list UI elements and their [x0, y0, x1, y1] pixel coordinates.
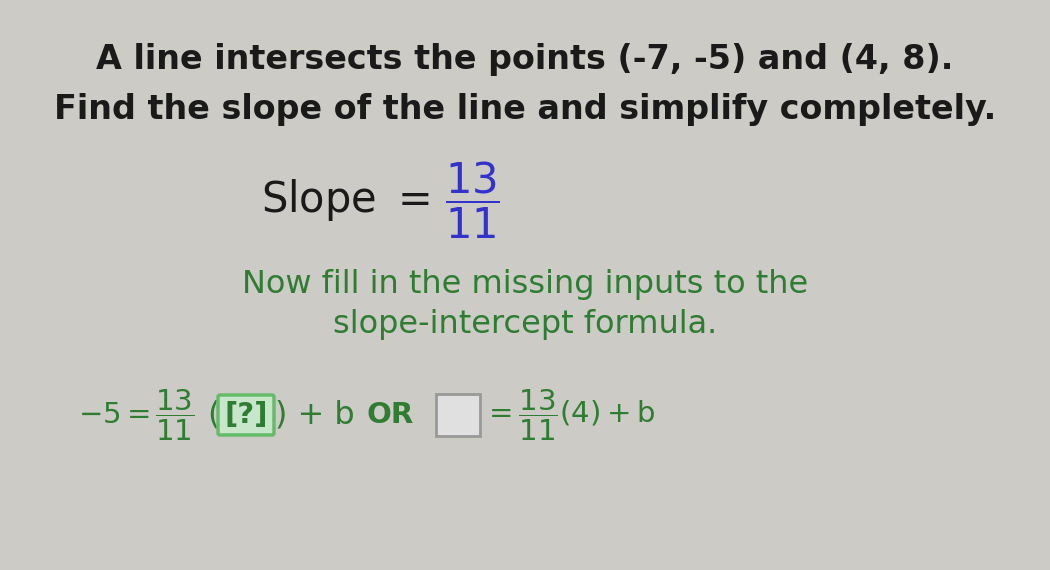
Text: A line intersects the points (-7, -5) and (4, 8).: A line intersects the points (-7, -5) an…	[97, 43, 953, 76]
Text: (: (	[207, 400, 219, 430]
Text: [?]: [?]	[225, 401, 268, 429]
Text: OR: OR	[366, 401, 414, 429]
Text: Slope $=$: Slope $=$	[260, 177, 430, 223]
Text: Find the slope of the line and simplify completely.: Find the slope of the line and simplify …	[54, 93, 996, 127]
Text: Now fill in the missing inputs to the: Now fill in the missing inputs to the	[242, 270, 808, 300]
Text: $-5 =$: $-5 =$	[78, 401, 150, 429]
Text: $\dfrac{13}{11}$: $\dfrac{13}{11}$	[155, 388, 194, 442]
FancyBboxPatch shape	[218, 395, 274, 435]
Text: $\dfrac{13}{11}$: $\dfrac{13}{11}$	[445, 160, 500, 241]
Text: slope-intercept formula.: slope-intercept formula.	[333, 310, 717, 340]
FancyBboxPatch shape	[436, 394, 480, 436]
Text: $= \dfrac{13}{11}(4) + \mathrm{b}$: $= \dfrac{13}{11}(4) + \mathrm{b}$	[483, 388, 655, 442]
Text: ) + b: ) + b	[275, 400, 355, 430]
